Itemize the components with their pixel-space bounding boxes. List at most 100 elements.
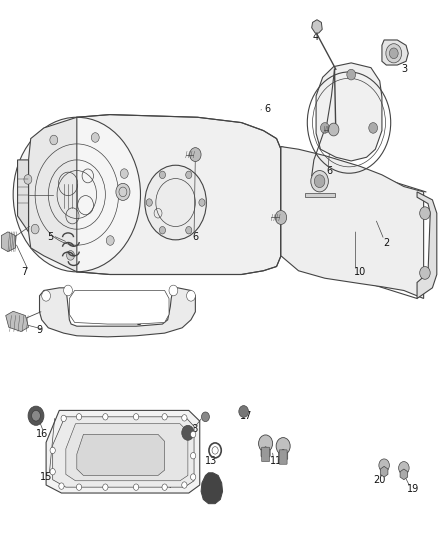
Circle shape (419, 266, 429, 279)
Circle shape (185, 227, 191, 234)
Circle shape (61, 415, 66, 422)
Circle shape (346, 69, 355, 80)
Circle shape (310, 171, 328, 192)
Polygon shape (1, 232, 15, 252)
Polygon shape (6, 311, 28, 332)
Circle shape (159, 171, 165, 179)
Circle shape (106, 236, 114, 245)
Circle shape (50, 447, 55, 454)
Text: 20: 20 (373, 475, 385, 484)
Polygon shape (278, 449, 287, 462)
Polygon shape (399, 469, 407, 480)
Circle shape (320, 123, 328, 133)
Circle shape (42, 290, 50, 301)
Text: 3: 3 (400, 64, 406, 74)
Circle shape (162, 414, 167, 420)
Text: 16: 16 (35, 430, 48, 439)
Polygon shape (261, 447, 269, 459)
Circle shape (133, 414, 138, 420)
Text: 12: 12 (202, 488, 214, 498)
Circle shape (76, 414, 81, 420)
Circle shape (13, 117, 140, 272)
Circle shape (190, 431, 195, 438)
Polygon shape (315, 63, 381, 161)
Text: 18: 18 (187, 424, 199, 434)
Polygon shape (280, 147, 423, 298)
Polygon shape (201, 473, 222, 504)
Polygon shape (379, 466, 387, 477)
Circle shape (276, 438, 290, 455)
Polygon shape (77, 434, 164, 475)
Circle shape (32, 410, 40, 421)
Circle shape (189, 148, 201, 161)
Text: 5: 5 (47, 232, 53, 242)
Polygon shape (28, 117, 77, 272)
Circle shape (198, 199, 205, 206)
Text: 17: 17 (239, 411, 251, 421)
FancyBboxPatch shape (279, 450, 286, 464)
Circle shape (120, 169, 128, 179)
Circle shape (190, 474, 195, 480)
Circle shape (212, 447, 218, 454)
Circle shape (151, 205, 165, 222)
Circle shape (275, 211, 286, 224)
Circle shape (238, 406, 248, 417)
Circle shape (314, 175, 324, 188)
Text: 10: 10 (353, 267, 365, 277)
Polygon shape (53, 417, 194, 487)
Circle shape (419, 207, 429, 220)
Circle shape (146, 199, 152, 206)
Polygon shape (416, 192, 436, 298)
Text: 6: 6 (325, 166, 332, 175)
Text: 4: 4 (312, 33, 318, 42)
Circle shape (67, 251, 74, 260)
Text: 15: 15 (40, 472, 52, 482)
Circle shape (385, 44, 401, 63)
Circle shape (145, 165, 206, 240)
FancyBboxPatch shape (261, 447, 269, 462)
Circle shape (91, 133, 99, 142)
Text: 9: 9 (36, 326, 42, 335)
Circle shape (181, 415, 187, 421)
Polygon shape (69, 290, 169, 324)
Circle shape (162, 484, 167, 490)
Circle shape (116, 183, 130, 200)
Circle shape (76, 484, 81, 490)
Polygon shape (304, 193, 334, 197)
Circle shape (378, 459, 389, 472)
Circle shape (28, 406, 44, 425)
Circle shape (368, 123, 377, 133)
Text: 11: 11 (270, 456, 282, 466)
Circle shape (181, 482, 187, 488)
Circle shape (328, 123, 338, 136)
Circle shape (31, 224, 39, 234)
Text: 6: 6 (192, 232, 198, 242)
Circle shape (133, 484, 138, 490)
Polygon shape (39, 288, 195, 337)
Circle shape (102, 414, 108, 420)
Text: 19: 19 (406, 484, 418, 494)
Text: 7: 7 (21, 267, 27, 277)
Polygon shape (311, 20, 321, 33)
Circle shape (190, 453, 195, 459)
Polygon shape (46, 410, 199, 493)
Circle shape (24, 175, 32, 184)
Text: 2: 2 (382, 238, 389, 247)
Circle shape (201, 412, 209, 422)
Circle shape (50, 135, 58, 145)
Text: 14: 14 (160, 480, 173, 490)
Circle shape (389, 48, 397, 59)
Text: 6: 6 (264, 104, 270, 114)
Circle shape (398, 462, 408, 474)
Circle shape (258, 435, 272, 452)
Circle shape (169, 285, 177, 296)
Circle shape (185, 171, 191, 179)
Circle shape (64, 285, 72, 296)
Text: 13: 13 (204, 456, 216, 466)
Polygon shape (18, 160, 28, 232)
Polygon shape (66, 424, 187, 481)
Circle shape (186, 290, 195, 301)
Circle shape (181, 425, 194, 440)
Text: 8: 8 (135, 318, 141, 327)
Polygon shape (381, 40, 407, 65)
